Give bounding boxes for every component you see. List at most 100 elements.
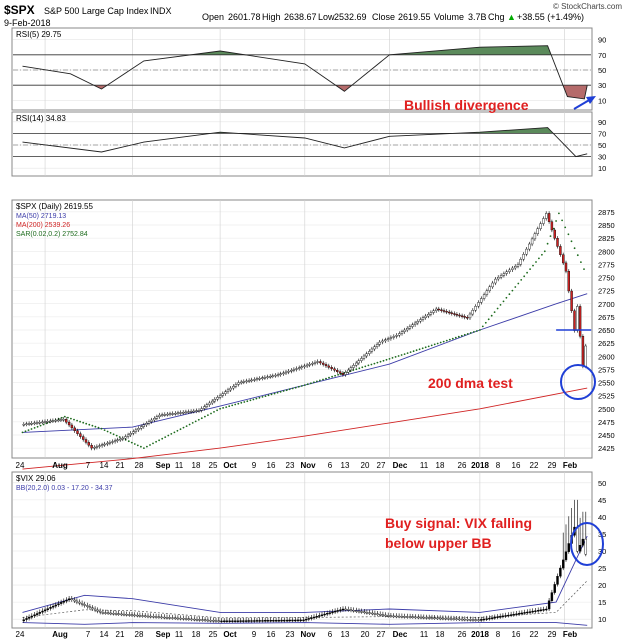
candle-body xyxy=(213,399,217,402)
vix-body xyxy=(114,613,118,615)
sar-dot xyxy=(306,383,309,386)
candle-body xyxy=(435,308,438,311)
candle-body xyxy=(336,370,339,372)
vix-body xyxy=(266,620,270,622)
vix-body xyxy=(381,614,385,616)
sar-dot xyxy=(382,359,385,362)
vix-body xyxy=(531,610,534,613)
x-tick-label: 21 xyxy=(116,461,125,470)
sar-dot xyxy=(433,343,436,346)
vix-body xyxy=(331,611,334,614)
sar-dot xyxy=(297,385,300,388)
x-tick-label: 16 xyxy=(267,630,276,639)
candle-body xyxy=(471,310,474,315)
x-tick-label: 18 xyxy=(192,461,201,470)
candle-body xyxy=(355,362,358,366)
vix-body xyxy=(328,612,332,614)
sar-dot xyxy=(73,418,75,421)
candle-body xyxy=(365,353,368,357)
vix-body xyxy=(537,610,540,612)
candle-body xyxy=(81,436,85,440)
vix-body xyxy=(422,617,425,619)
source: © StockCharts.com xyxy=(553,2,622,11)
vix-body xyxy=(255,620,259,622)
rsi14-panel xyxy=(11,111,593,177)
candle-body xyxy=(305,364,309,367)
candle-body xyxy=(429,312,433,315)
vix-body xyxy=(83,604,86,606)
bb-lower-line xyxy=(22,622,588,626)
vix-body xyxy=(160,616,163,619)
sar-dot xyxy=(391,357,394,359)
sar-dot xyxy=(541,253,543,256)
vix-body xyxy=(460,618,464,621)
candle-body xyxy=(158,414,161,418)
candle-body xyxy=(279,373,282,375)
x-tick-label: 23 xyxy=(286,630,295,639)
candle-body xyxy=(455,314,459,316)
vix-body xyxy=(509,614,513,616)
candle-body xyxy=(421,317,425,320)
vix-body xyxy=(578,545,582,552)
candle-body xyxy=(290,370,293,372)
sar-dot xyxy=(361,366,364,369)
candle-body xyxy=(163,414,167,416)
y-tick-label: 50 xyxy=(598,479,606,488)
vix-body xyxy=(73,599,76,602)
candle-body xyxy=(197,410,201,412)
sar-dot xyxy=(300,385,303,387)
vix-body xyxy=(556,576,559,585)
vix-body xyxy=(547,600,551,610)
sar-dot xyxy=(412,350,415,353)
vix-body xyxy=(490,617,494,619)
candle-body xyxy=(258,378,261,380)
sar-dot xyxy=(97,426,100,429)
vix-body xyxy=(458,618,461,621)
vix-body xyxy=(441,617,445,620)
sar-dot xyxy=(313,381,315,384)
x-tick-label: Aug xyxy=(52,630,68,639)
sar-dot xyxy=(358,367,361,370)
sar-dot xyxy=(112,433,115,436)
candle-body xyxy=(195,410,198,412)
candle-body xyxy=(488,286,491,291)
vix-body xyxy=(395,615,398,618)
rsi-line xyxy=(22,45,588,100)
vix-body xyxy=(46,608,49,610)
y-tick-label: 2850 xyxy=(598,221,615,230)
candle-body xyxy=(247,380,251,382)
sar-dot xyxy=(403,353,406,355)
candle-body xyxy=(271,375,274,377)
vix-body xyxy=(528,611,532,613)
sar-dot xyxy=(30,428,33,430)
sar-dot xyxy=(170,433,173,435)
candle-body xyxy=(536,228,539,234)
candle-body xyxy=(375,344,379,347)
candle-body xyxy=(229,387,232,391)
vix-body xyxy=(261,620,264,622)
sar-dot xyxy=(549,235,552,238)
vix-body xyxy=(122,613,126,616)
vix-body xyxy=(54,604,57,607)
rsi5-panel xyxy=(11,27,593,111)
y-tick-label: 2675 xyxy=(598,313,615,322)
open-label: Open xyxy=(202,12,224,22)
sar-dot xyxy=(228,405,231,408)
vix-body xyxy=(112,613,115,615)
sar-dot xyxy=(39,424,42,427)
candle-body xyxy=(450,312,453,314)
vix-body xyxy=(62,601,65,603)
candle-body xyxy=(232,386,235,389)
vix-body xyxy=(109,612,113,615)
candle-body xyxy=(108,442,112,444)
sar-dot xyxy=(379,360,382,363)
sar-dot xyxy=(514,286,517,288)
candle-body xyxy=(445,311,448,313)
header: $SPX S&P 500 Large Cap Index INDX 9-Feb-… xyxy=(4,2,622,28)
price-label: $SPX (Daily) 2619.55 xyxy=(16,202,93,211)
dma-circle xyxy=(560,364,596,400)
sar-dot xyxy=(146,445,148,448)
vix-body xyxy=(433,617,436,619)
y-axis-ticks: 1030507090103050709024252450247525002525… xyxy=(598,36,615,625)
sar-dot xyxy=(133,443,136,445)
